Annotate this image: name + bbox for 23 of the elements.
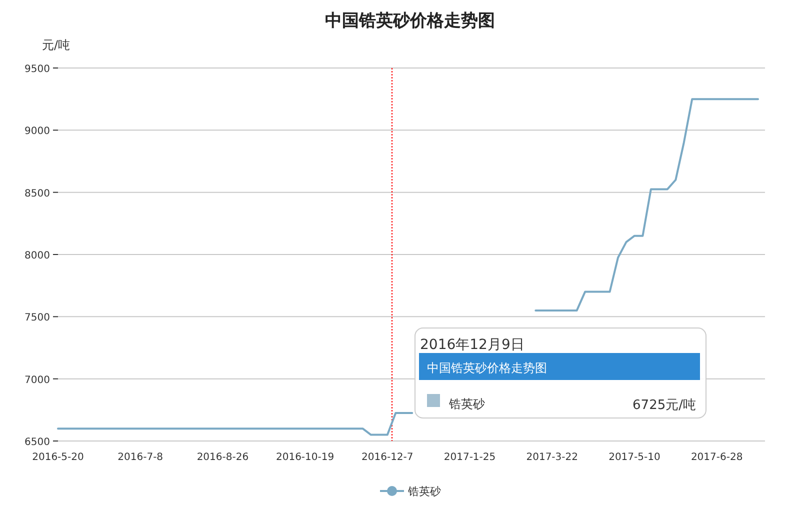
y-axis-title: 元/吨 [42, 38, 70, 52]
annotation: 6725元/吨 [632, 398, 696, 413]
x-tick-label: 2017-3-22 [526, 452, 578, 463]
x-tick-label: 2017-6-28 [690, 452, 743, 463]
y-tick-label: 9500 [24, 64, 50, 75]
y-tick-label: 8000 [24, 250, 50, 262]
x-tick-label: 2017-5-10 [608, 452, 660, 463]
x-tick-label: 2017-1-25 [444, 452, 496, 463]
annotation: 2016年12月9日 [420, 337, 524, 353]
y-tick-label: 9000 [24, 126, 50, 138]
y-tick-label: 7000 [24, 374, 50, 386]
y-tick-label: 7500 [24, 312, 50, 324]
x-tick-label: 2016-5-20 [32, 452, 84, 463]
x-tick-label: 2016-10-19 [276, 452, 334, 463]
x-tick-label: 2016-12-7 [362, 452, 414, 463]
x-tick-label: 2016-8-26 [196, 452, 249, 463]
legend-label: 锆英砂 [407, 485, 441, 498]
annotation: 锆英砂 [448, 397, 485, 411]
x-tick-label: 2016-7-8 [118, 452, 164, 463]
chart-title: 中国锆英砂价格走势图 [325, 11, 495, 31]
y-tick-label: 8500 [24, 188, 50, 200]
annotation: 中国锆英砂价格走势图 [427, 361, 547, 375]
y-tick-label: 6500 [24, 437, 50, 448]
